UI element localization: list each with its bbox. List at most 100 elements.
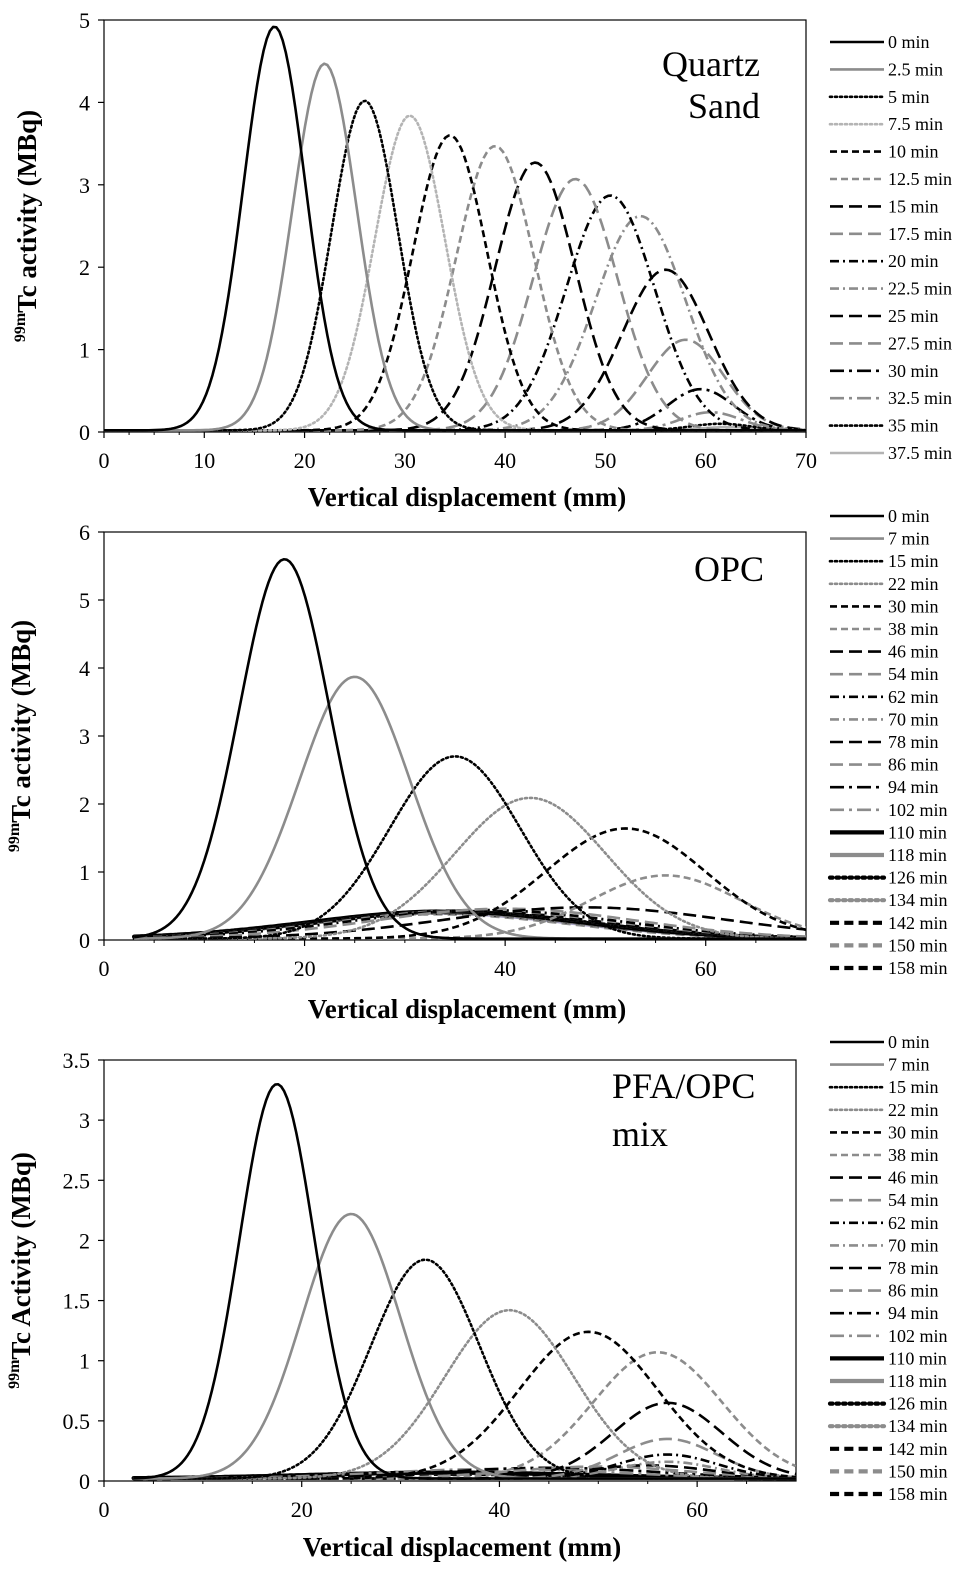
legend-label-12-5-min: 12.5 min [888, 169, 952, 189]
legend-label-150-min: 150 min [888, 935, 948, 955]
legend-label-10-min: 10 min [888, 142, 939, 162]
x-tick-label: 40 [494, 448, 516, 473]
legend-label-110-min: 110 min [888, 1348, 947, 1368]
x-tick-label: 20 [294, 956, 316, 981]
legend-label-15-min: 15 min [888, 551, 939, 571]
y-tick-label: 2 [79, 255, 90, 280]
series-line-78-min [134, 909, 806, 939]
legend-label-70-min: 70 min [888, 1235, 939, 1255]
legend-label-158-min: 158 min [888, 958, 948, 978]
legend-label-20-min: 20 min [888, 251, 939, 271]
y-tick-label: 5 [79, 8, 90, 33]
legend-label-7-min: 7 min [888, 1055, 930, 1075]
x-axis-label: Vertical displacement (mm) [308, 482, 626, 512]
legend-label-5-min: 5 min [888, 87, 930, 107]
legend-label-27-5-min: 27.5 min [888, 333, 952, 353]
legend-label-22-5-min: 22.5 min [888, 279, 952, 299]
series-line-5-min [104, 99, 806, 432]
legend-label-7-min: 7 min [888, 529, 930, 549]
y-tick-label: 4 [79, 656, 90, 681]
series-line-30-min [133, 1330, 796, 1480]
x-tick-label: 50 [594, 448, 616, 473]
x-tick-label: 60 [695, 956, 717, 981]
legend-label-86-min: 86 min [888, 1281, 939, 1301]
y-axis-label-main: Tc activity (MBq) [12, 110, 42, 313]
y-tick-label: 5 [79, 588, 90, 613]
series-line-0-min [133, 557, 806, 940]
x-tick-label: 0 [99, 956, 110, 981]
y-tick-label: 0 [79, 420, 90, 445]
plot-area [103, 1059, 797, 1482]
legend-label-35-min: 35 min [888, 416, 939, 436]
series-line-0-min [104, 25, 806, 432]
legend-label-70-min: 70 min [888, 709, 939, 729]
y-tick-label: 1 [79, 1349, 90, 1374]
legend-label-62-min: 62 min [888, 1213, 939, 1233]
chart-panel-pfa-opc-mix: 0 0.5 1 1.5 2 2.5 3 3.5 0 20 40 60 Vertical displace… [6, 1032, 948, 1562]
legend-label-22-min: 22 min [888, 1100, 939, 1120]
series-lines [104, 25, 806, 432]
y-axis-label-superscript: 99m [6, 1359, 23, 1389]
x-tick-label: 0 [99, 1497, 110, 1522]
y-tick-label: 6 [79, 520, 90, 545]
y-axis-label: 99mTc Activity (MBq) [6, 1152, 36, 1389]
legend-label-15-min: 15 min [888, 1077, 939, 1097]
series-line-46-min [133, 1401, 796, 1480]
legend-label-46-min: 46 min [888, 1168, 939, 1188]
legend-label-118-min: 118 min [888, 1371, 947, 1391]
legend-label-22-min: 22 min [888, 574, 939, 594]
legend-label-134-min: 134 min [888, 890, 948, 910]
y-tick-label: 1 [79, 338, 90, 363]
x-tick-label: 40 [494, 956, 516, 981]
legend-label-25-min: 25 min [888, 306, 939, 326]
y-tick-label: 2.5 [63, 1168, 91, 1193]
panel-label: Sand [688, 86, 760, 126]
legend: 0 min 2.5 min 5 min 7.5 min 10 min 12.5 min 15… [828, 32, 952, 463]
legend-label-102-min: 102 min [888, 1326, 948, 1346]
legend-label-78-min: 78 min [888, 1258, 939, 1278]
x-tick-label: 30 [394, 448, 416, 473]
legend-label-142-min: 142 min [888, 1439, 948, 1459]
legend-label-32-5-min: 32.5 min [888, 388, 952, 408]
y-tick-label: 1.5 [63, 1289, 91, 1314]
legend-label-102-min: 102 min [888, 800, 948, 820]
panel-label: Quartz [662, 44, 760, 84]
legend-label-94-min: 94 min [888, 1303, 939, 1323]
series-line-46-min [134, 906, 806, 940]
series-line-22-5-min [104, 214, 806, 432]
legend-label-134-min: 134 min [888, 1416, 948, 1436]
legend-label-78-min: 78 min [888, 732, 939, 752]
x-tick-label: 60 [695, 448, 717, 473]
y-tick-label: 1 [79, 860, 90, 885]
x-axis-label: Vertical displacement (mm) [308, 994, 626, 1024]
x-tick-label: 60 [686, 1497, 708, 1522]
panel-label: PFA/OPC [612, 1066, 755, 1106]
legend-label-30-min: 30 min [888, 596, 939, 616]
legend-label-0-min: 0 min [888, 32, 930, 52]
y-tick-label: 2 [79, 792, 90, 817]
series-line-94-min [134, 910, 806, 939]
y-axis-label-superscript: 99m [12, 312, 29, 342]
plot-area [103, 531, 807, 941]
legend-label-46-min: 46 min [888, 642, 939, 662]
y-axis-label-main: Tc activity (MBq) [6, 620, 36, 823]
series-line-86-min [133, 1465, 796, 1480]
y-tick-label: 0.5 [63, 1409, 91, 1434]
series-lines [131, 557, 806, 940]
legend-label-118-min: 118 min [888, 845, 947, 865]
legend-label-142-min: 142 min [888, 913, 948, 933]
legend-label-17-5-min: 17.5 min [888, 224, 952, 244]
y-tick-label: 3.5 [63, 1048, 91, 1073]
legend-label-38-min: 38 min [888, 1145, 939, 1165]
series-line-54-min [134, 907, 806, 940]
legend-label-30-min: 30 min [888, 1122, 939, 1142]
legend-label-126-min: 126 min [888, 1394, 948, 1414]
panel-label: OPC [694, 549, 764, 589]
legend-label-86-min: 86 min [888, 755, 939, 775]
x-tick-label: 10 [193, 448, 215, 473]
series-line-22-min [132, 1308, 796, 1480]
